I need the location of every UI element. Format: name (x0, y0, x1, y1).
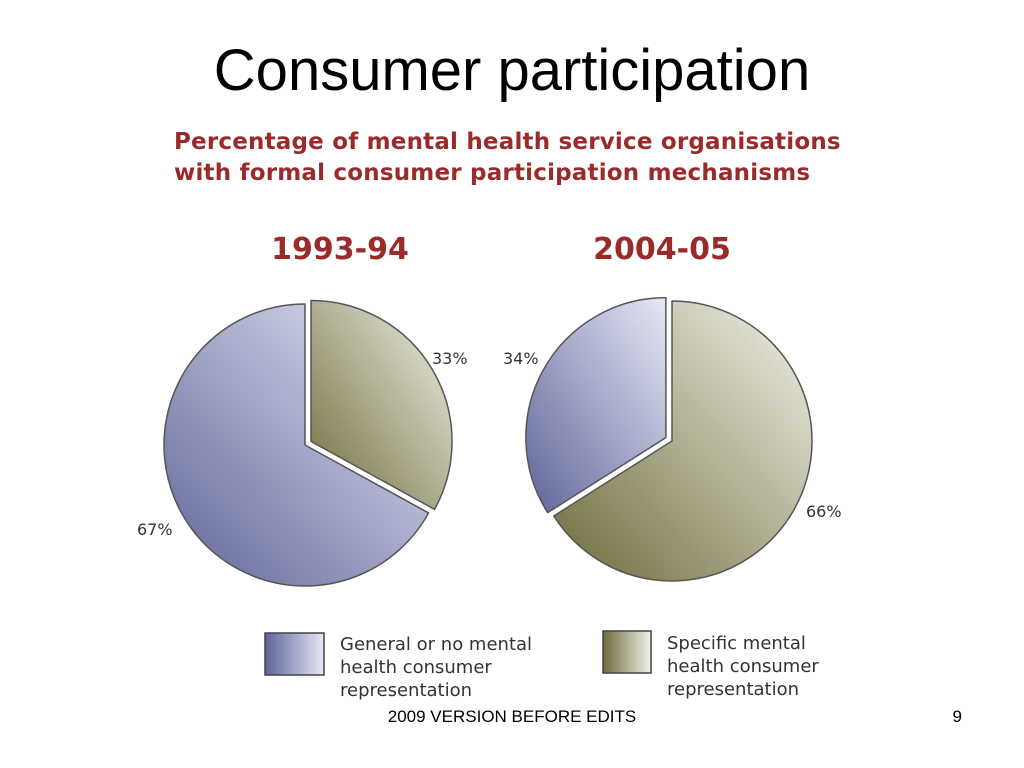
pie-2004 (525, 296, 813, 582)
legend-swatch-specific (602, 630, 652, 674)
pie-heading-2004: 2004-05 (593, 232, 731, 267)
legend-label-specific-line-2: health consumer (667, 656, 819, 677)
slice-label-2004-specific: 66% (806, 502, 842, 521)
chart-title-line-1: Percentage of mental health service orga… (174, 129, 841, 155)
pie-slice-1993-specific (310, 299, 453, 511)
pie-heading-1993: 1993-94 (271, 232, 409, 267)
pie-slice-2004-specific (553, 300, 813, 582)
legend-label-general-line-1: General or no mental (340, 634, 532, 655)
slice-label-1993-specific: 33% (432, 349, 468, 368)
slice-label-2004-general: 34% (503, 349, 539, 368)
chart-title-line-2: with formal consumer participation mecha… (174, 160, 811, 186)
legend-label-specific-line-1: Specific mental (667, 633, 806, 654)
legend-label-general-line-3: representation (340, 680, 472, 701)
legend: General or no mental health consumer rep… (264, 630, 819, 701)
legend-swatch-general (264, 632, 325, 676)
pie-slice-1993-general (163, 303, 430, 587)
chart-title: Percentage of mental health service orga… (174, 127, 874, 189)
page-number: 9 (952, 707, 962, 726)
footer-text: 2009 VERSION BEFORE EDITS (387, 707, 637, 726)
pie-slice-2004-general (525, 296, 667, 514)
slide-title: Consumer participation (213, 38, 811, 103)
pie-1993 (163, 299, 453, 587)
legend-label-general-line-2: health consumer (340, 657, 492, 678)
slice-label-1993-general: 67% (137, 520, 173, 539)
legend-label-specific-line-3: representation (667, 679, 799, 700)
